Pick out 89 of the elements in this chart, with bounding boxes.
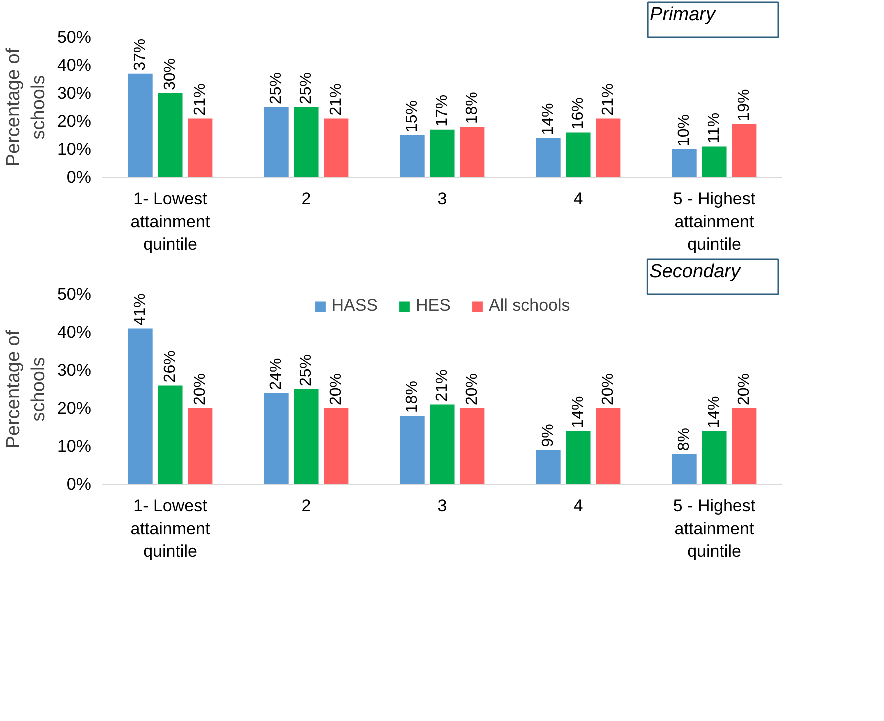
y-tick-label: 0% bbox=[66, 168, 92, 187]
y-tick-label: 20% bbox=[57, 112, 92, 131]
bar bbox=[702, 431, 727, 484]
x-tick-label: 5 - Highest attainment quintile bbox=[673, 190, 756, 254]
data-label: 41% bbox=[132, 294, 150, 326]
data-label: 11% bbox=[706, 112, 723, 144]
y-tick-label: 20% bbox=[57, 399, 92, 418]
y-tick-label: 40% bbox=[57, 56, 92, 75]
text: Primary bbox=[650, 4, 717, 26]
bar bbox=[324, 118, 349, 178]
data-label: 30% bbox=[162, 58, 179, 90]
bar bbox=[566, 431, 591, 484]
data-label: 16% bbox=[570, 98, 587, 130]
bar bbox=[732, 124, 757, 178]
data-label: 8% bbox=[676, 428, 694, 452]
data-label: 25% bbox=[298, 354, 315, 386]
x-tick-label: 2 bbox=[302, 190, 312, 208]
data-label: 14% bbox=[540, 103, 558, 136]
x-tick-label: 1- Lowest attainment quintile bbox=[130, 496, 210, 562]
data-label: 18% bbox=[404, 381, 422, 414]
data-label: 25% bbox=[298, 72, 315, 104]
data-label: 37% bbox=[132, 38, 150, 71]
bar bbox=[460, 408, 485, 484]
data-label: 19% bbox=[736, 89, 753, 122]
bar bbox=[430, 404, 455, 484]
x-tick-label: 4 bbox=[574, 496, 584, 516]
bar bbox=[188, 408, 213, 484]
data-label: 20% bbox=[328, 373, 345, 406]
data-label: 17% bbox=[434, 94, 451, 127]
y-tick-label: 10% bbox=[57, 437, 92, 456]
y-axis-title: Percentage of schools bbox=[3, 48, 50, 167]
data-label: 26% bbox=[162, 350, 179, 383]
data-label: 21% bbox=[328, 84, 345, 116]
bar bbox=[536, 138, 561, 178]
y-tick-label: 50% bbox=[57, 28, 92, 47]
bar bbox=[188, 118, 213, 178]
data-label: 20% bbox=[464, 373, 481, 406]
bar bbox=[672, 150, 697, 178]
legend-label: All schools bbox=[489, 296, 570, 316]
x-tick-label: 4 bbox=[574, 190, 584, 208]
data-label: 21% bbox=[192, 84, 209, 116]
bar bbox=[264, 108, 289, 178]
data-label: 9% bbox=[540, 424, 558, 448]
data-label: 20% bbox=[736, 373, 753, 406]
bar bbox=[158, 386, 183, 484]
x-tick-label: 3 bbox=[438, 496, 448, 516]
bar bbox=[400, 416, 425, 484]
bar bbox=[460, 127, 485, 178]
data-label: 14% bbox=[706, 396, 723, 428]
bar bbox=[566, 132, 591, 178]
legend-label: HASS bbox=[332, 296, 378, 316]
y-tick-label: 30% bbox=[57, 361, 92, 380]
bar bbox=[294, 108, 319, 178]
data-label: 21% bbox=[600, 84, 617, 116]
bar bbox=[128, 328, 153, 484]
bar bbox=[294, 390, 319, 484]
y-tick-label: 10% bbox=[57, 140, 92, 159]
y-tick-label: 40% bbox=[57, 323, 92, 342]
bar bbox=[536, 450, 561, 484]
data-label: 25% bbox=[268, 72, 286, 104]
bar bbox=[400, 136, 425, 178]
bar bbox=[596, 408, 621, 484]
data-label: 21% bbox=[434, 370, 451, 402]
bar bbox=[596, 118, 621, 178]
data-label: 18% bbox=[464, 92, 481, 124]
y-tick-label: 0% bbox=[66, 475, 92, 494]
y-axis-title: Percentage of schools bbox=[3, 330, 50, 449]
x-tick-label: 1- Lowest attainment quintile bbox=[130, 190, 210, 254]
bar bbox=[128, 74, 153, 178]
y-tick-label: 50% bbox=[57, 285, 92, 304]
bar bbox=[672, 454, 697, 484]
data-label: 15% bbox=[404, 100, 422, 132]
bar bbox=[430, 130, 455, 178]
data-label: 20% bbox=[192, 373, 209, 406]
data-label: 10% bbox=[676, 114, 694, 146]
data-label: 24% bbox=[268, 358, 286, 390]
data-label: 20% bbox=[600, 373, 617, 406]
y-tick-label: 30% bbox=[57, 84, 92, 103]
bar bbox=[702, 146, 727, 178]
x-tick-label: 5 - Highest attainment quintile bbox=[673, 496, 756, 562]
bar bbox=[264, 393, 289, 484]
bar bbox=[732, 408, 757, 484]
x-tick-label: 3 bbox=[438, 190, 448, 208]
bar bbox=[158, 94, 183, 178]
text: Secondary bbox=[650, 262, 742, 282]
data-label: 14% bbox=[570, 396, 587, 428]
x-tick-label: 2 bbox=[302, 496, 312, 516]
bar bbox=[324, 408, 349, 484]
legend-label: HES bbox=[416, 296, 451, 316]
